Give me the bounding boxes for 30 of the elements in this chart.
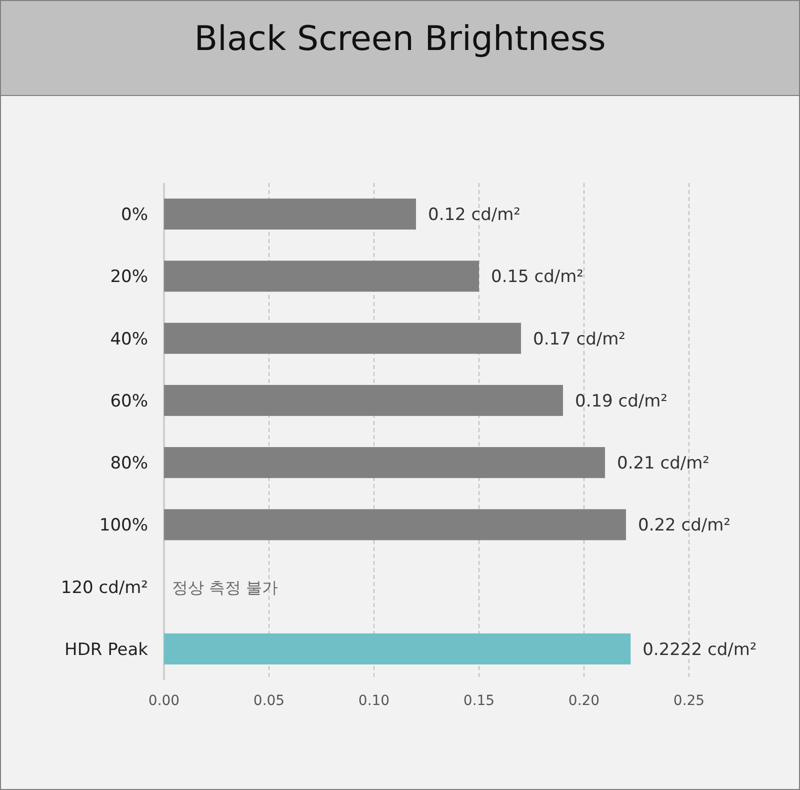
y-tick-label: HDR Peak xyxy=(64,640,148,660)
x-tick-label: 0.05 xyxy=(253,693,285,709)
bar xyxy=(164,260,479,292)
data-label: 0.12 cd/m² xyxy=(428,205,520,226)
data-label: 0.17 cd/m² xyxy=(533,329,626,350)
x-tick-label: 0.15 xyxy=(463,693,495,709)
bar xyxy=(164,509,626,540)
data-label: 0.22 cd/m² xyxy=(638,516,730,536)
y-tick-label: 20% xyxy=(110,267,148,288)
y-tick-label: 60% xyxy=(110,391,148,412)
bar xyxy=(164,633,631,664)
x-tick-label: 0.25 xyxy=(673,693,705,709)
y-tick-label: 80% xyxy=(110,454,148,474)
data-label: 0.15 cd/m² xyxy=(491,267,584,288)
data-label: 0.21 cd/m² xyxy=(617,454,710,474)
x-tick-label: 0.00 xyxy=(148,693,180,709)
data-label: 0.19 cd/m² xyxy=(575,391,668,412)
annotation: 정상 측정 불가 xyxy=(172,578,278,597)
bar xyxy=(164,198,416,230)
y-tick-label: 120 cd/m² xyxy=(60,578,148,598)
bar xyxy=(164,322,521,354)
x-tick-label: 0.20 xyxy=(568,693,600,709)
y-tick-label: 100% xyxy=(99,516,148,536)
bar xyxy=(164,384,563,416)
data-label: 0.2222 cd/m² xyxy=(642,640,757,660)
y-tick-label: 0% xyxy=(121,205,148,226)
bar xyxy=(164,447,605,478)
y-tick-label: 40% xyxy=(110,329,148,350)
chart-title: Black Screen Brightness xyxy=(194,19,606,59)
x-tick-label: 0.10 xyxy=(358,693,390,709)
